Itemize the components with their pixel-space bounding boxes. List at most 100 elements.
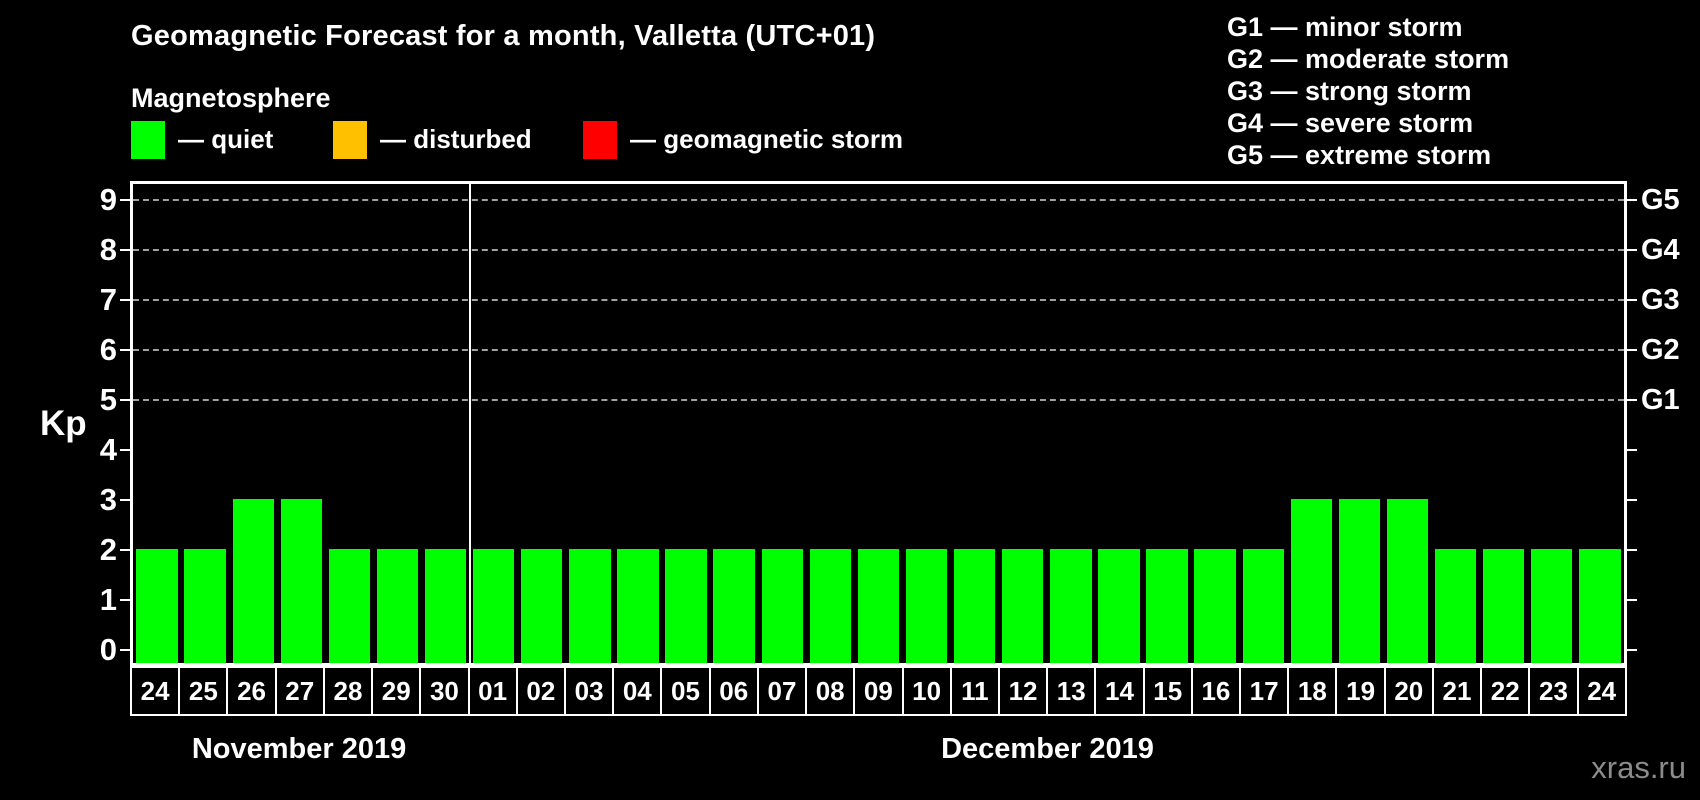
bar-slot <box>181 184 229 663</box>
day-label-24: 24 <box>1576 666 1627 716</box>
chart-subtitle: Magnetosphere <box>131 83 331 113</box>
kp-bar-value-2 <box>569 549 611 663</box>
y-tick-left-2 <box>120 549 130 551</box>
bar-slot <box>1095 184 1143 663</box>
storm-scale-line-5: G5 — extreme storm <box>1227 140 1492 170</box>
kp-bar-value-2 <box>1242 549 1284 663</box>
day-label-15: 15 <box>1142 666 1193 716</box>
kp-bar-value-2 <box>905 549 948 663</box>
legend-item-storm: — geomagnetic storm <box>583 120 903 159</box>
bar-slot <box>1528 184 1576 663</box>
day-label-01: 01 <box>467 666 518 716</box>
kp-bar-value-2 <box>1482 549 1525 663</box>
kp-bar-value-2 <box>1434 549 1477 663</box>
kp-bar-value-2 <box>713 549 755 663</box>
bar-slot <box>903 184 951 663</box>
kp-bar-value-2 <box>1579 549 1621 663</box>
day-label-10: 10 <box>901 666 952 716</box>
bar-slot <box>1335 184 1383 663</box>
day-label-20: 20 <box>1383 666 1434 716</box>
day-label-09: 09 <box>853 666 904 716</box>
day-label-07: 07 <box>756 666 808 716</box>
day-label-13: 13 <box>1046 666 1097 716</box>
day-label-02: 02 <box>515 666 566 716</box>
gridline-kp9 <box>133 199 1624 201</box>
y-tick-label-5: 5 <box>99 382 117 417</box>
chart-title: Geomagnetic Forecast for a month, Vallet… <box>131 20 876 52</box>
right-axis-label-G4: G4 <box>1641 234 1680 266</box>
day-label-26: 26 <box>226 666 277 716</box>
y-tick-left-7 <box>120 299 130 301</box>
y-tick-left-0 <box>120 649 130 651</box>
kp-bar-value-3 <box>1386 499 1429 663</box>
day-label-24: 24 <box>130 666 181 716</box>
day-label-21: 21 <box>1431 666 1483 716</box>
day-label-27: 27 <box>274 666 325 716</box>
kp-bar-value-2 <box>665 549 707 663</box>
y-tick-label-6: 6 <box>99 332 117 367</box>
right-axis-label-G5: G5 <box>1641 184 1680 216</box>
kp-bar-value-3 <box>1338 499 1381 663</box>
y-tick-right-2 <box>1627 549 1637 551</box>
y-tick-right-5 <box>1627 399 1637 401</box>
storm-scale-line-4: G4 — severe storm <box>1227 108 1474 138</box>
y-tick-label-0: 0 <box>99 632 117 667</box>
disturbed-color-swatch <box>333 120 367 159</box>
legend-item-disturbed: — disturbed <box>333 120 532 159</box>
kp-bar-value-2 <box>809 549 852 663</box>
bar-slot <box>566 184 614 663</box>
y-tick-label-7: 7 <box>99 282 117 317</box>
day-axis-row: 24 25 26 27 28 29 30 01 02 03 04 05 06 07 08 09 10 11 12 13… <box>130 666 1627 716</box>
bar-slot <box>470 184 518 663</box>
gridline-kp7 <box>133 299 1624 301</box>
y-axis-label: Kp <box>40 404 87 443</box>
right-axis-label-G3: G3 <box>1641 284 1680 316</box>
y-tick-left-1 <box>120 599 130 601</box>
day-label-19: 19 <box>1335 666 1386 716</box>
bar-slot <box>1191 184 1239 663</box>
plot-area: 0 1 2 3 4 5 6 7 8 9 G1 G2 G3 G4 G5 <box>100 181 1680 666</box>
legend-label-disturbed: — disturbed <box>380 124 532 154</box>
storm-color-swatch <box>583 120 617 159</box>
y-tick-label-9: 9 <box>99 182 117 217</box>
right-axis-label-G2: G2 <box>1641 334 1680 366</box>
kp-bar-value-3 <box>232 499 274 663</box>
kp-bar-value-2 <box>184 549 226 663</box>
kp-bar-value-2 <box>1050 549 1092 663</box>
kp-bar-value-3 <box>1290 499 1332 663</box>
y-tick-left-9 <box>120 199 130 201</box>
day-label-18: 18 <box>1287 666 1338 716</box>
month-separator <box>468 184 471 663</box>
bar-slot <box>1287 184 1335 663</box>
y-tick-right-4 <box>1627 449 1637 451</box>
y-tick-right-3 <box>1627 499 1637 501</box>
bar-slot <box>325 184 373 663</box>
legend-label-quiet: — quiet <box>178 124 274 154</box>
y-tick-label-2: 2 <box>99 532 117 567</box>
bar-slot <box>1432 184 1480 663</box>
bar-slot <box>277 184 325 663</box>
bar-slot <box>614 184 662 663</box>
kp-bar-value-2 <box>1002 549 1044 663</box>
kp-bar-value-3 <box>280 499 322 663</box>
bar-slot <box>999 184 1047 663</box>
bar-slot <box>1576 184 1624 663</box>
month-label-1: December 2019 <box>941 733 1154 765</box>
y-tick-label-1: 1 <box>99 582 117 617</box>
gridline-kp5 <box>133 399 1624 401</box>
day-label-29: 29 <box>371 666 422 716</box>
kp-bar-value-2 <box>857 549 900 663</box>
bar-slot <box>229 184 277 663</box>
kp-bar-value-2 <box>1146 549 1188 663</box>
kp-bar-value-2 <box>1098 549 1140 663</box>
bar-slot <box>951 184 999 663</box>
y-tick-right-7 <box>1627 299 1637 301</box>
y-tick-right-6 <box>1627 349 1637 351</box>
bar-slot <box>1383 184 1431 663</box>
kp-bar-value-2 <box>617 549 659 663</box>
gridline-kp6 <box>133 349 1624 351</box>
gridline-kp8 <box>133 249 1624 251</box>
day-label-03: 03 <box>563 666 615 716</box>
quiet-color-swatch <box>131 120 165 159</box>
